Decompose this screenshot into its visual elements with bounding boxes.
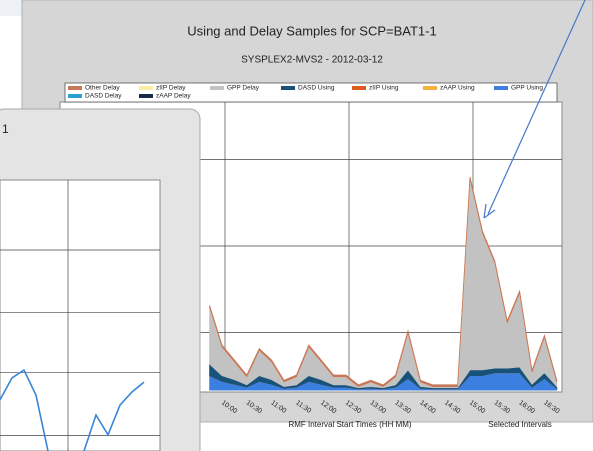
- legend-swatch: [68, 94, 82, 98]
- legend-swatch: [139, 94, 153, 98]
- legend-swatch: [494, 86, 508, 90]
- note: Selected Intervals: [488, 420, 552, 429]
- legend-label: GPP Delay: [227, 85, 260, 92]
- legend-swatch: [210, 86, 224, 90]
- line: [0, 368, 145, 451]
- chart-subtitle: SYSPLEX2-MVS2 - 2012-03-12: [241, 55, 383, 66]
- chart-title: Using and Delay Samples for SCP=BAT1-1: [187, 23, 436, 38]
- legend-label: DASD Using: [298, 85, 335, 92]
- legend-swatch: [139, 86, 153, 90]
- legend-label: zIIP Delay: [156, 85, 186, 92]
- arrow-head: [483, 203, 496, 219]
- x-axis-label: RMF Interval Start Times (HH MM): [288, 420, 411, 429]
- legend-swatch: [352, 86, 366, 90]
- legend-swatch: [423, 86, 437, 90]
- legend-label: Other Delay: [85, 85, 120, 92]
- annotation-arrow: [487, 0, 586, 215]
- legend-label: zIIP Using: [369, 85, 399, 92]
- legend-label: zAAP Using: [440, 85, 475, 92]
- legend-swatch: [281, 86, 295, 90]
- legend-label: DASD Delay: [85, 93, 122, 100]
- front-title: 1: [2, 122, 9, 136]
- front-plot-area: [0, 179, 161, 451]
- legend-label: GPP Using: [511, 85, 543, 92]
- area: [209, 176, 558, 387]
- legend-label: zAAP Delay: [156, 93, 191, 100]
- legend-swatch: [68, 86, 82, 90]
